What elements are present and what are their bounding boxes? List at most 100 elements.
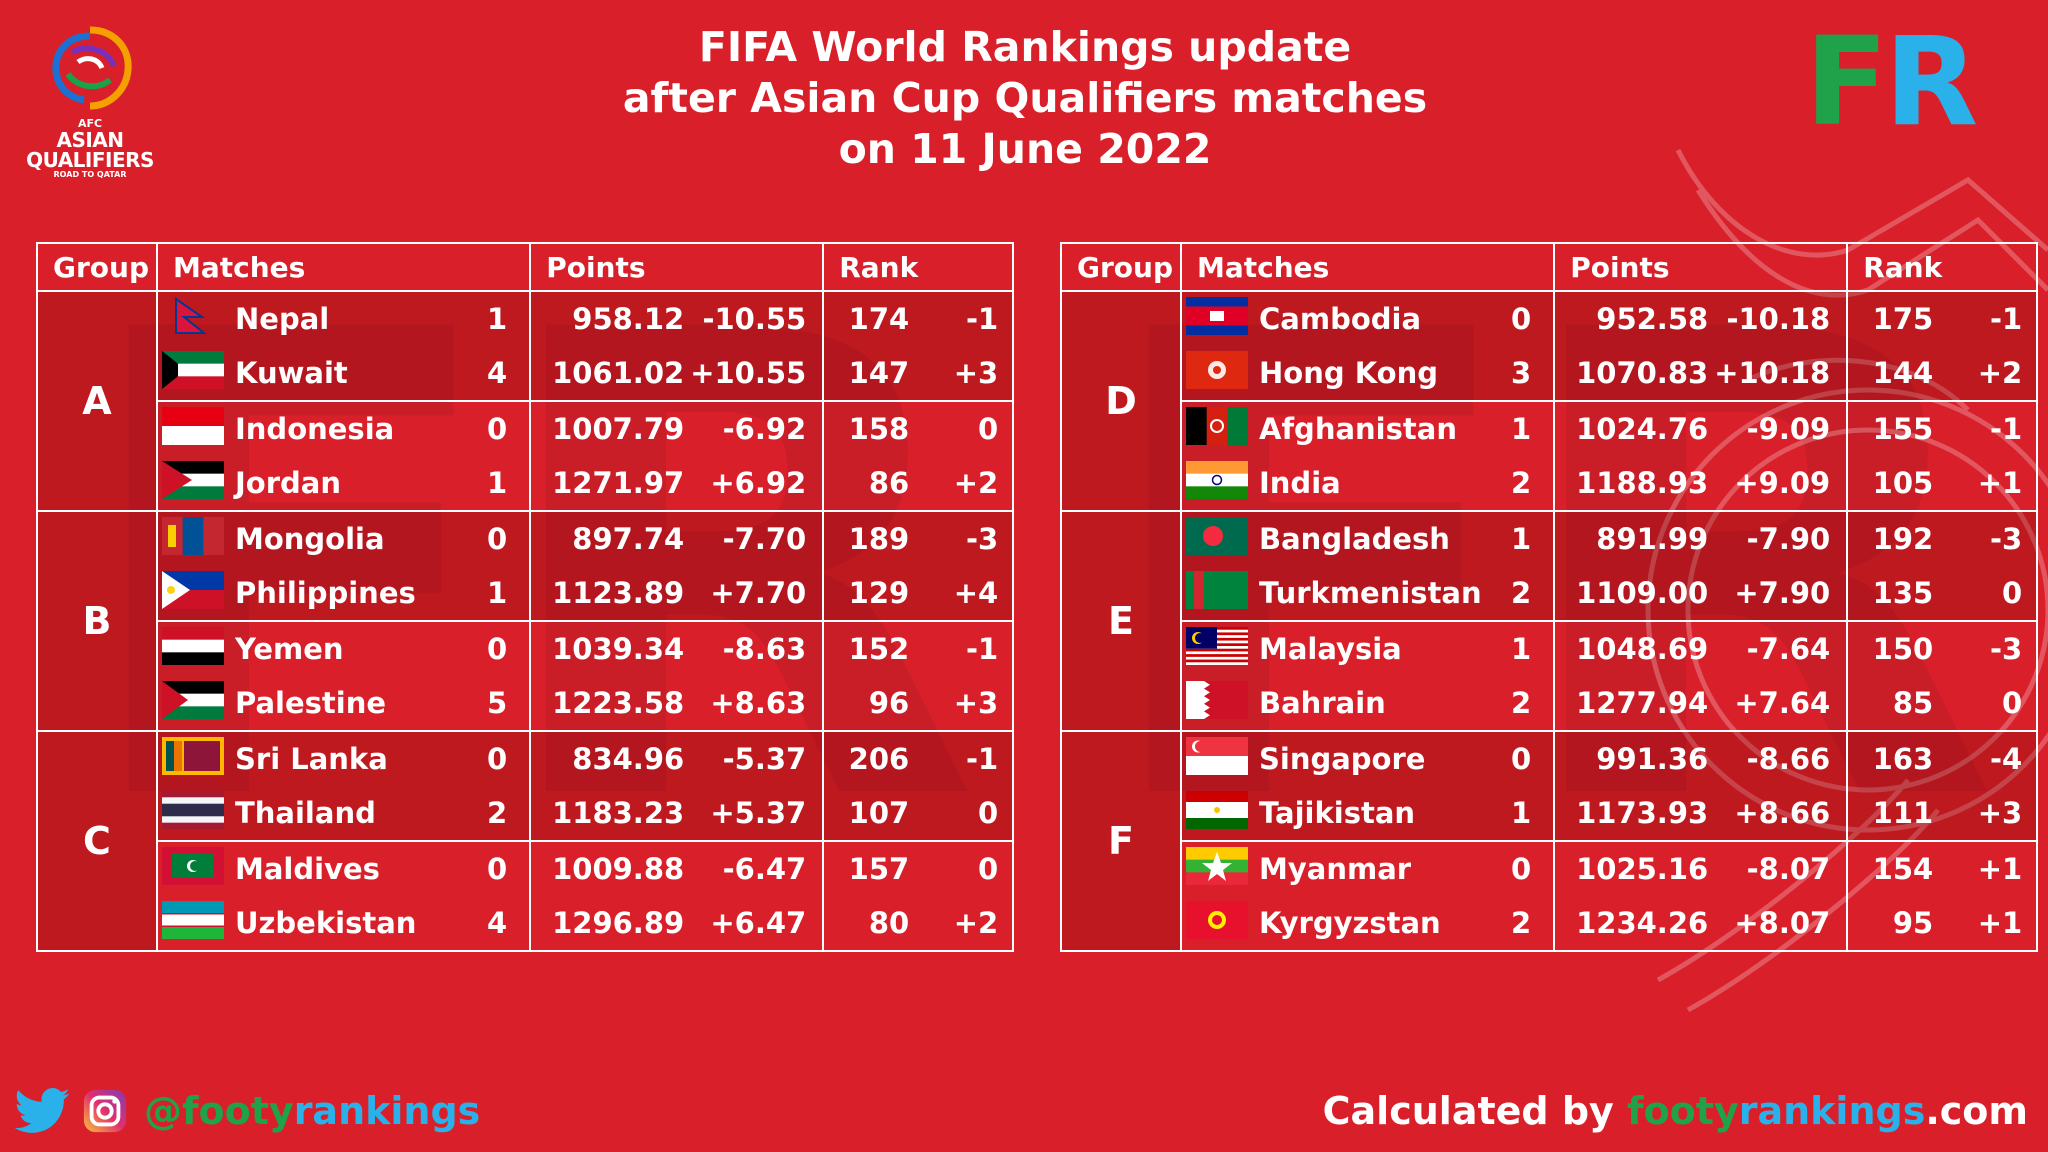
credit-site-part1[interactable]: footy	[1627, 1089, 1739, 1133]
group-label: A	[36, 290, 158, 512]
header-matches: Matches	[1179, 242, 1556, 292]
matches-count: 2	[1511, 456, 1556, 512]
points-change: +8.66	[1714, 786, 1849, 842]
team-row: India 2 1188.93 +9.09 105 +1	[1061, 456, 2039, 512]
malaysia-flag	[1185, 626, 1248, 672]
points-value: 1024.76	[1576, 412, 1709, 446]
rank-value: 80	[823, 896, 934, 952]
points-change: -8.63	[690, 621, 825, 676]
matches-count: 3	[1511, 346, 1556, 402]
points-change: +7.64	[1714, 676, 1849, 732]
points-change: +9.09	[1714, 456, 1849, 512]
header-group: Group	[36, 242, 158, 292]
flag-cell	[1180, 456, 1251, 512]
team-name: Indonesia	[235, 412, 395, 446]
logo-text-afc: AFC	[77, 117, 103, 130]
team-row: Myanmar 0 1025.16 -8.07 154 +1	[1061, 841, 2039, 896]
matches-count: 1	[487, 456, 532, 512]
flag-cell	[156, 456, 227, 512]
team-name: Uzbekistan	[227, 896, 487, 952]
points-value: 1223.58	[530, 676, 691, 732]
team-row: Yemen 0 1039.34 -8.63 152 -1	[37, 621, 1015, 676]
team-name: Kyrgyzstan	[1251, 896, 1511, 952]
social-handle[interactable]: @footyrankings	[144, 1089, 480, 1133]
flag-cell	[156, 401, 227, 456]
bahrain-flag	[1185, 680, 1248, 726]
team-row: Philippines 1 1123.89 +7.70 129 +4	[37, 566, 1015, 622]
team-row: F Singapore 0 991.36 -8.66 163 -4	[1060, 730, 2039, 952]
team-name: Bahrain	[1251, 676, 1511, 732]
flag-cell	[1180, 511, 1251, 566]
points-change: -6.92	[690, 401, 825, 456]
credit-site-part2[interactable]: rankings	[1738, 1089, 1926, 1133]
points-value: 834.96	[572, 742, 685, 776]
flag-cell	[156, 291, 227, 346]
flag-cell	[1180, 621, 1251, 676]
flag-cell	[156, 676, 227, 732]
flag-cell	[156, 566, 227, 622]
sri-lanka-flag	[161, 736, 224, 782]
team-name: India	[1251, 456, 1511, 512]
credit-site-part3[interactable]: .com	[1925, 1089, 2028, 1133]
points-change: -7.70	[690, 511, 825, 566]
team-name: Myanmar	[1259, 852, 1412, 886]
thailand-flag	[161, 790, 224, 836]
logo-text-road: ROAD TO QATAR	[53, 170, 127, 179]
rank-value: 129	[823, 566, 934, 622]
rankings-table-left: Group Matches Points Rank A Nepal 1 958.…	[36, 242, 1015, 952]
rank-change: +3	[933, 676, 1015, 732]
points-change: +10.55	[690, 346, 825, 402]
singapore-flag	[1185, 736, 1248, 782]
points-value: 991.36	[1596, 742, 1709, 776]
team-name: Hong Kong	[1251, 346, 1511, 402]
matches-count: 0	[487, 841, 532, 896]
team-row: Indonesia 0 1007.79 -6.92 158 0	[37, 401, 1015, 456]
title-line-2: after Asian Cup Qualifiers matches	[622, 74, 1428, 122]
rank-value: 174	[848, 302, 910, 336]
rank-value: 96	[823, 676, 934, 732]
points-value: 1007.79	[552, 412, 685, 446]
team-row: Maldives 0 1009.88 -6.47 157 0	[37, 841, 1015, 896]
team-name: Malaysia	[1259, 632, 1402, 666]
points-value: 1025.16	[1576, 852, 1709, 886]
rank-change: 0	[933, 401, 1015, 456]
matches-count: 0	[487, 731, 532, 786]
rank-change: -3	[1957, 511, 2039, 566]
rank-change: +3	[933, 346, 1015, 402]
rank-value: 144	[1847, 346, 1958, 402]
team-name: Singapore	[1259, 742, 1426, 776]
flag-cell	[156, 786, 227, 842]
title-line-3: on 11 June 2022	[838, 125, 1212, 173]
matches-count: 0	[487, 621, 532, 676]
kyrgyzstan-flag	[1185, 900, 1248, 946]
points-change: +10.18	[1714, 346, 1849, 402]
rank-change: 0	[933, 841, 1015, 896]
handle-suffix: rankings	[293, 1089, 481, 1133]
team-row: Turkmenistan 2 1109.00 +7.90 135 0	[1061, 566, 2039, 622]
instagram-icon[interactable]	[82, 1088, 128, 1134]
points-value: 891.99	[1596, 522, 1709, 556]
nepal-flag	[162, 296, 224, 342]
twitter-icon[interactable]	[14, 1088, 70, 1134]
team-name: Bangladesh	[1259, 522, 1450, 556]
points-value: 952.58	[1596, 302, 1709, 336]
team-row: B Mongolia 0 897.74 -7.70 189 -3	[36, 510, 1015, 732]
flag-cell	[156, 841, 227, 896]
rank-change: 0	[933, 786, 1015, 842]
rank-change: -1	[933, 621, 1015, 676]
rank-change: +1	[1957, 896, 2039, 952]
rank-change: +2	[933, 896, 1015, 952]
team-row: D Cambodia 0 952.58 -10.18 175 -1	[1060, 290, 2039, 512]
team-name: Tajikistan	[1251, 786, 1511, 842]
myanmar-flag	[1185, 846, 1248, 892]
points-change: -8.07	[1714, 841, 1849, 896]
points-value: 958.12	[572, 302, 685, 336]
handle-prefix: @footy	[144, 1089, 294, 1133]
points-change: -6.47	[690, 841, 825, 896]
rank-change: -1	[933, 291, 1015, 346]
flag-cell	[1180, 676, 1251, 732]
points-value: 1039.34	[552, 632, 685, 666]
rank-value: 157	[848, 852, 910, 886]
table-header-row: Group Matches Points Rank	[1060, 242, 2039, 292]
rank-value: 163	[1872, 742, 1934, 776]
